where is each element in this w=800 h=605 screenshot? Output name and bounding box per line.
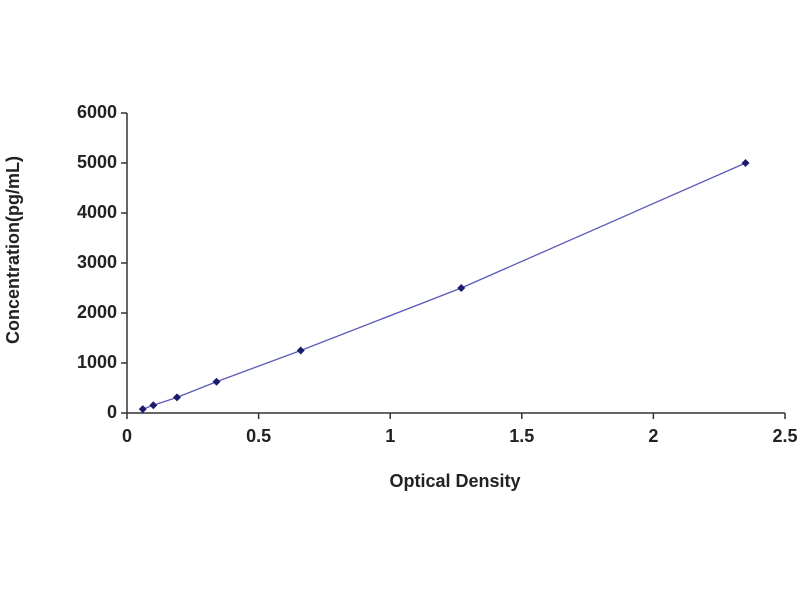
- y-tick-label: 6000: [77, 102, 117, 122]
- x-tick-label: 0: [122, 426, 132, 446]
- x-axis-title: Optical Density: [389, 471, 520, 491]
- x-tick-label: 2: [648, 426, 658, 446]
- data-point: [457, 284, 466, 292]
- data-point: [741, 159, 750, 167]
- x-tick-label: 1: [385, 426, 395, 446]
- data-point: [296, 346, 305, 355]
- data-point: [138, 405, 147, 414]
- data-point: [212, 377, 221, 386]
- x-tick-label: 1.5: [509, 426, 534, 446]
- y-tick-label: 0: [107, 402, 117, 422]
- y-tick-label: 1000: [77, 352, 117, 372]
- y-tick-label: 4000: [77, 202, 117, 222]
- y-axis-title: Concentration(pg/mL): [3, 156, 23, 344]
- x-tick-label: 2.5: [772, 426, 797, 446]
- y-tick-label: 2000: [77, 302, 117, 322]
- y-tick-label: 3000: [77, 252, 117, 272]
- data-line: [142, 162, 746, 410]
- data-point: [173, 393, 182, 402]
- y-tick-label: 5000: [77, 152, 117, 172]
- data-point: [149, 401, 158, 410]
- x-tick-label: 0.5: [246, 426, 271, 446]
